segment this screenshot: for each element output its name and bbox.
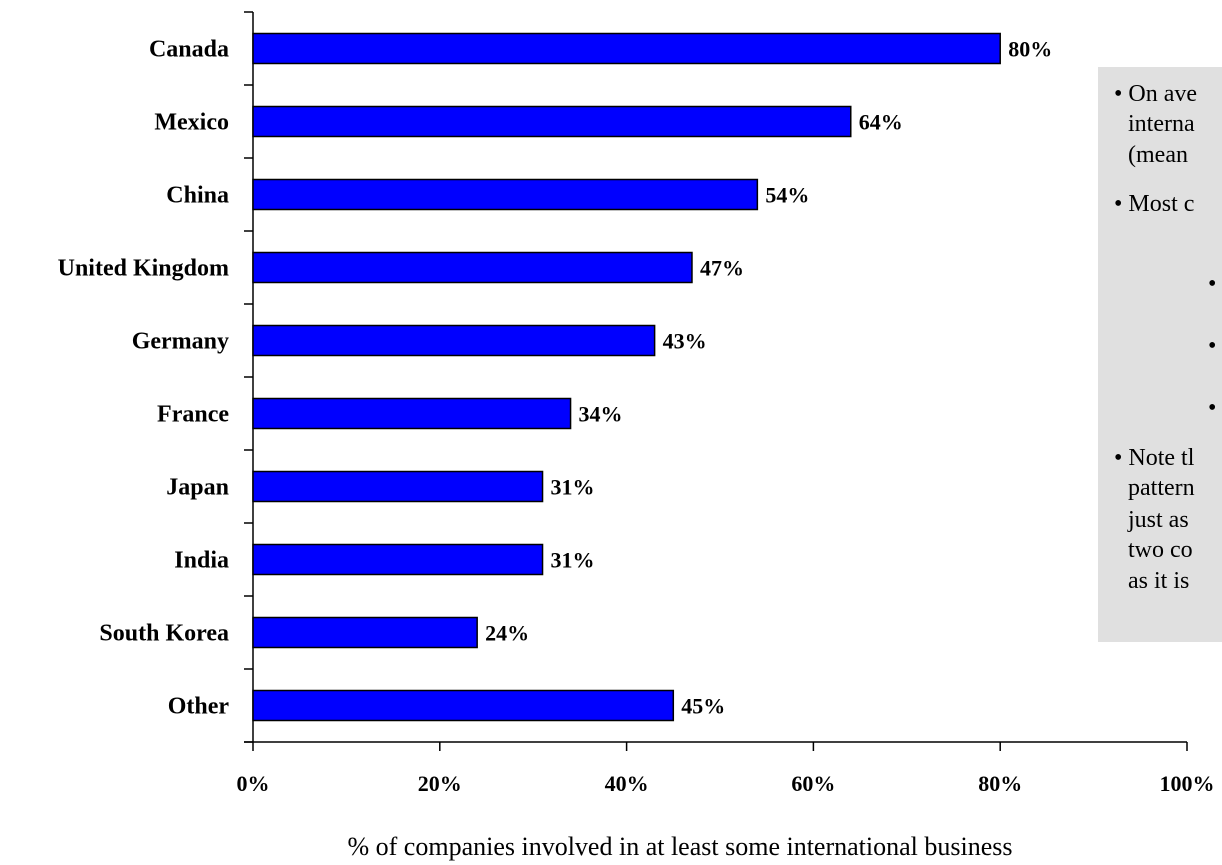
note-line: • Note tl: [1114, 445, 1194, 472]
category-label: China: [166, 183, 229, 209]
value-label: 31%: [551, 475, 595, 500]
x-tick-label: 100%: [1160, 771, 1215, 796]
bar: [253, 472, 543, 502]
x-tick-label: 60%: [791, 771, 835, 796]
x-axis-title: % of companies involved in at least some…: [300, 832, 1060, 862]
bar: [253, 107, 851, 137]
x-tick-label: 40%: [605, 771, 649, 796]
bar: [253, 691, 673, 721]
bar: [253, 180, 757, 210]
note-line: • Most c: [1114, 191, 1194, 218]
note-line: two co: [1128, 537, 1193, 564]
bar: [253, 326, 655, 356]
category-label: South Korea: [99, 621, 229, 647]
note-line: interna: [1128, 111, 1195, 138]
note-line: • On ave: [1114, 81, 1197, 108]
note-line: •: [1208, 395, 1216, 422]
value-label: 80%: [1008, 37, 1052, 62]
notes-panel: • On ave interna (mean • Most c • • • • …: [1098, 67, 1222, 642]
bar: [253, 399, 571, 429]
category-label: United Kingdom: [58, 256, 229, 282]
value-label: 54%: [765, 183, 809, 208]
bar: [253, 545, 543, 575]
x-tick-label: 20%: [418, 771, 462, 796]
bar: [253, 618, 477, 648]
note-line: as it is: [1128, 568, 1189, 595]
note-line: pattern: [1128, 475, 1195, 502]
note-line: •: [1208, 333, 1216, 360]
category-label: Japan: [166, 475, 229, 501]
category-label: Mexico: [154, 110, 229, 136]
x-tick-label: 80%: [978, 771, 1022, 796]
x-tick-label: 0%: [237, 771, 270, 796]
category-label: Germany: [132, 329, 229, 355]
category-label: India: [174, 548, 229, 574]
category-label: Canada: [149, 37, 229, 63]
category-label: France: [157, 402, 229, 428]
value-label: 43%: [663, 329, 707, 354]
bar: [253, 34, 1000, 64]
value-label: 45%: [681, 694, 725, 719]
value-label: 24%: [485, 621, 529, 646]
value-label: 47%: [700, 256, 744, 281]
note-line: just as: [1128, 507, 1189, 534]
value-label: 64%: [859, 110, 903, 135]
note-line: •: [1208, 271, 1216, 298]
category-label: Other: [168, 694, 230, 720]
value-label: 34%: [579, 402, 623, 427]
value-label: 31%: [551, 548, 595, 573]
bar: [253, 253, 692, 283]
note-line: (mean: [1128, 142, 1188, 169]
bar-chart: 0% 20% 40% 60% 80% 100% Canada 80% Mexico 64% Chin…: [0, 0, 1222, 830]
